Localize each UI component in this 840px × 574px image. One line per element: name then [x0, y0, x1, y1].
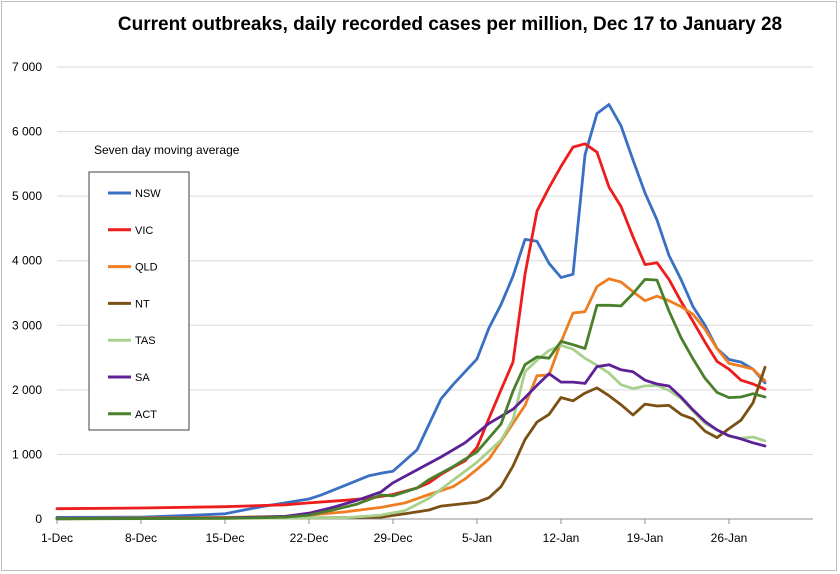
y-tick-label: 1 000 — [12, 447, 42, 461]
series-line-tas — [55, 343, 767, 521]
y-tick-label: 5 000 — [12, 189, 42, 203]
legend-label-act: ACT — [135, 409, 157, 421]
y-tick-label: 0 — [35, 512, 42, 526]
x-tick-label: 29-Dec — [374, 531, 413, 545]
legend-label-qld: QLD — [135, 262, 158, 274]
series-line-act — [55, 277, 767, 521]
x-tick-label: 5-Jan — [462, 531, 492, 545]
legend-box — [88, 171, 190, 431]
x-tick-label: 22-Dec — [290, 531, 329, 545]
y-tick-label: 2 000 — [12, 383, 42, 397]
y-tick-label: 7 000 — [12, 60, 42, 74]
series-line-nt — [55, 365, 767, 521]
y-tick-label: 6 000 — [12, 125, 42, 139]
chart-title: Current outbreaks, daily recorded cases … — [117, 14, 783, 35]
legend-label-vic: VIC — [135, 225, 153, 237]
legend-label-sa: SA — [135, 372, 150, 384]
x-tick-label: 1-Dec — [41, 531, 73, 545]
x-tick-label: 8-Dec — [125, 531, 157, 545]
x-tick-label: 19-Jan — [627, 531, 664, 545]
chart-annotation: Seven day moving average — [94, 143, 240, 157]
series-line-nsw — [55, 103, 767, 519]
x-tick-label: 26-Jan — [711, 531, 748, 545]
legend-label-nsw: NSW — [135, 188, 161, 200]
series-line-sa — [55, 363, 767, 521]
legend-label-nt: NT — [135, 298, 150, 310]
y-tick-label: 3 000 — [12, 318, 42, 332]
legend-label-tas: TAS — [135, 335, 156, 347]
x-tick-label: 12-Jan — [543, 531, 580, 545]
x-tick-label: 15-Dec — [206, 531, 245, 545]
y-tick-label: 4 000 — [12, 254, 42, 268]
